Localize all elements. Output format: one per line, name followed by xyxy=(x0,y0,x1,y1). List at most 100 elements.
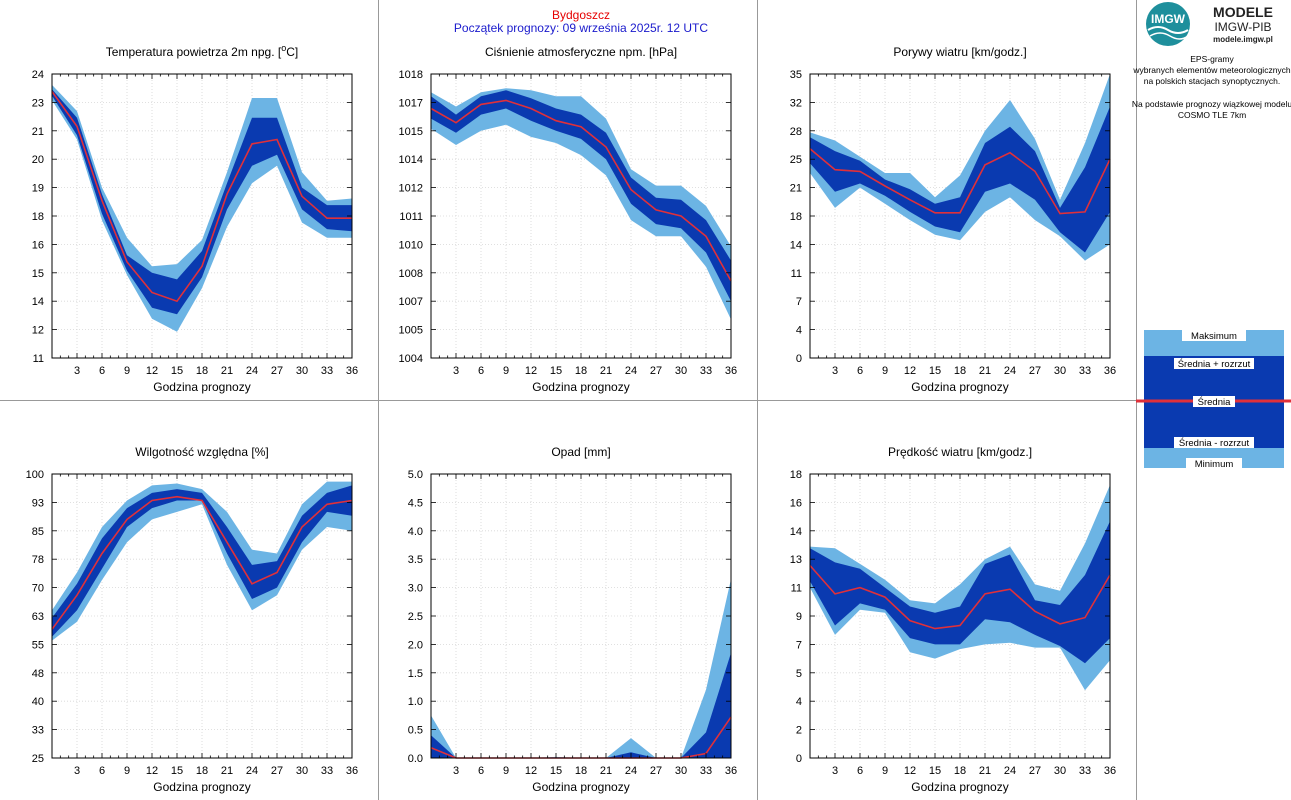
chart-humidity: Wilgotność względna [%]25334048556370788… xyxy=(26,445,358,794)
chart-temperature-xtick-label: 24 xyxy=(246,365,258,377)
chart-gusts-xtick-label: 15 xyxy=(929,365,941,377)
chart-precipitation-xtick-label: 18 xyxy=(575,765,587,777)
chart-precipitation-xtick-label: 3 xyxy=(453,765,459,777)
chart-humidity-spread-band xyxy=(52,485,352,637)
chart-wind-speed-ytick-label: 13 xyxy=(790,554,802,566)
chart-gusts-xtick-label: 9 xyxy=(882,365,888,377)
chart-humidity-ytick-label: 63 xyxy=(32,611,44,623)
chart-gusts-mean-line xyxy=(809,148,1111,215)
legend: Maksimum Średnia + rozrzut Średnia Średn… xyxy=(1136,330,1291,470)
chart-gusts-xtick-label: 33 xyxy=(1079,365,1091,377)
chart-humidity-ytick-label: 85 xyxy=(32,526,44,538)
chart-wind-speed-ytick-label: 2 xyxy=(796,725,802,737)
chart-gusts-xtick-label: 6 xyxy=(857,365,863,377)
chart-gusts-spread-band xyxy=(810,106,1110,253)
chart-temperature-ytick-label: 16 xyxy=(32,239,44,251)
chart-wind-speed-xtick-label: 18 xyxy=(954,765,966,777)
chart-temperature-xtick-label: 18 xyxy=(196,365,208,377)
chart-wind-speed: Prędkość wiatru [km/godz.]02457911131416… xyxy=(790,445,1116,794)
chart-precipitation-xtick-label: 24 xyxy=(625,765,637,777)
chart-temperature-xtick-label: 27 xyxy=(271,365,283,377)
chart-pressure-xtick-label: 36 xyxy=(725,365,737,377)
chart-precipitation-xtick-label: 33 xyxy=(700,765,712,777)
chart-humidity-xtick-label: 21 xyxy=(221,765,233,777)
chart-gusts-xlabel: Godzina prognozy xyxy=(911,380,1008,394)
chart-wind-speed-xtick-label: 6 xyxy=(857,765,863,777)
chart-precipitation-ytick-label: 0.0 xyxy=(408,753,423,765)
chart-humidity-xtick-label: 18 xyxy=(196,765,208,777)
chart-temperature-xtick-label: 15 xyxy=(171,365,183,377)
chart-gusts-xtick-label: 27 xyxy=(1029,365,1041,377)
chart-humidity-xtick-label: 12 xyxy=(146,765,158,777)
chart-temperature-title: Temperatura powietrza 2m npg. [oC] xyxy=(106,43,298,59)
chart-humidity-xtick-label: 27 xyxy=(271,765,283,777)
forecast-start: Początek prognozy: 09 września 2025r. 12… xyxy=(454,21,708,35)
chart-wind-speed-xtick-label: 21 xyxy=(979,765,991,777)
chart-pressure-xtick-label: 30 xyxy=(675,365,687,377)
chart-precipitation-xtick-label: 6 xyxy=(478,765,484,777)
logo-line3: modele.imgw.pl xyxy=(1213,35,1273,44)
chart-pressure-ytick-label: 1005 xyxy=(399,325,423,337)
chart-temperature-ytick-label: 23 xyxy=(32,97,44,109)
chart-precipitation-ytick-label: 4.5 xyxy=(408,497,423,509)
info-text: EPS-gramy wybranych elementów meteorolog… xyxy=(1132,54,1291,120)
chart-gusts-ytick-label: 11 xyxy=(791,268,802,280)
chart-gusts-xtick-label: 36 xyxy=(1104,365,1116,377)
chart-pressure-ytick-label: 1011 xyxy=(399,211,423,223)
chart-wind-speed-mean-line xyxy=(809,564,1111,630)
chart-precipitation-ytick-label: 2.0 xyxy=(408,639,423,651)
chart-gusts-ytick-label: 32 xyxy=(790,97,802,109)
chart-pressure-ytick-label: 1010 xyxy=(399,239,423,251)
chart-pressure-xtick-label: 6 xyxy=(478,365,484,377)
chart-pressure-xtick-label: 33 xyxy=(700,365,712,377)
chart-humidity-ytick-label: 78 xyxy=(32,554,44,566)
chart-precipitation-xtick-label: 21 xyxy=(600,765,612,777)
chart-humidity-ytick-label: 55 xyxy=(32,639,44,651)
chart-gusts-envelope-band xyxy=(810,74,1110,261)
chart-temperature-ytick-label: 11 xyxy=(33,353,44,365)
chart-wind-speed-xlabel: Godzina prognozy xyxy=(911,780,1008,794)
chart-temperature-spread-band xyxy=(52,89,352,315)
chart-humidity-xlabel: Godzina prognozy xyxy=(153,780,250,794)
chart-humidity-ytick-label: 48 xyxy=(32,668,44,680)
imgw-logo: IMGW MODELE IMGW-PIB modele.imgw.pl xyxy=(1146,2,1273,46)
chart-temperature-mean-line xyxy=(51,91,352,303)
chart-pressure-ytick-label: 1007 xyxy=(399,296,423,308)
chart-humidity-mean-line xyxy=(51,495,353,630)
chart-precipitation-xtick-label: 9 xyxy=(503,765,509,777)
chart-precipitation-ytick-label: 2.5 xyxy=(408,611,423,623)
chart-temperature-xtick-label: 12 xyxy=(146,365,158,377)
chart-wind-speed-xtick-label: 27 xyxy=(1029,765,1041,777)
chart-precipitation-xtick-label: 27 xyxy=(650,765,662,777)
chart-wind-speed-ytick-label: 5 xyxy=(796,668,802,680)
chart-wind-speed-xtick-label: 15 xyxy=(929,765,941,777)
chart-humidity-xtick-label: 36 xyxy=(346,765,358,777)
chart-temperature-ytick-label: 15 xyxy=(32,268,44,280)
chart-precipitation-xtick-label: 36 xyxy=(725,765,737,777)
chart-pressure-xtick-label: 12 xyxy=(525,365,537,377)
chart-gusts-ytick-label: 21 xyxy=(790,183,802,195)
chart-gusts: Porywy wiatru [km/godz.] 0 4 7 11 14 18 21 25 28 3… xyxy=(790,45,1116,394)
chart-wind-speed-ytick-label: 11 xyxy=(791,583,802,595)
chart-pressure-ytick-label: 1018 xyxy=(399,69,423,81)
chart-pressure-ytick-label: 1012 xyxy=(399,183,423,195)
chart-gusts-ytick-label: 25 xyxy=(790,154,802,166)
chart-pressure-xtick-label: 9 xyxy=(503,365,509,377)
legend-min: Minimum xyxy=(1195,459,1234,470)
chart-temperature-ytick-label: 20 xyxy=(32,154,44,166)
chart-humidity-xtick-label: 9 xyxy=(124,765,130,777)
chart-temperature-xtick-label: 21 xyxy=(221,365,233,377)
chart-wind-speed-xtick-label: 24 xyxy=(1004,765,1016,777)
chart-wind-speed-ytick-label: 9 xyxy=(796,611,802,623)
chart-wind-speed-xtick-label: 30 xyxy=(1054,765,1066,777)
chart-humidity-ytick-label: 93 xyxy=(32,497,44,509)
chart-precipitation-xtick-label: 15 xyxy=(550,765,562,777)
logo-mark-text: IMGW xyxy=(1151,12,1186,26)
info-line-3: na polskich stacjach synoptycznych. xyxy=(1144,76,1281,86)
chart-precipitation-title: Opad [mm] xyxy=(551,445,610,459)
chart-temperature-xtick-label: 6 xyxy=(99,365,105,377)
legend-plus: Średnia + rozrzut xyxy=(1178,358,1251,370)
chart-temperature-ytick-label: 19 xyxy=(32,183,44,195)
chart-gusts-xtick-label: 12 xyxy=(904,365,916,377)
